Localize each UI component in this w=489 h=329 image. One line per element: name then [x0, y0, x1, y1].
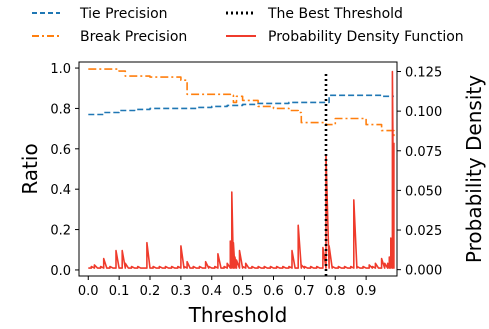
x-tick-label: 0.6	[263, 284, 284, 299]
x-tick-label: 0.9	[356, 284, 377, 299]
x-tick-label: 0.0	[78, 284, 99, 299]
y-tick-label: 0.0	[50, 264, 71, 279]
legend-label-pdf: Probability Density Function	[268, 29, 464, 45]
y-axis-label: Ratio	[18, 143, 42, 194]
y2-tick-label: 0.075	[405, 145, 442, 160]
y-tick-label: 0.2	[50, 224, 71, 239]
x-tick-label: 0.2	[140, 284, 161, 299]
pdf-line	[88, 70, 395, 269]
y2-tick-label: 0.000	[405, 264, 442, 279]
plot-frame	[78, 61, 398, 277]
y2-tick-label: 0.125	[405, 66, 442, 81]
legend-label-break-precision: Break Precision	[80, 29, 187, 45]
break-precision-line	[88, 68, 395, 137]
x-tick-label: 0.8	[325, 284, 346, 299]
y2-tick-label: 0.050	[405, 184, 442, 199]
x-tick-label: 0.5	[232, 284, 253, 299]
y-axis-ticks: 0.0 0.2 0.4 0.6 0.8 1.0	[50, 62, 79, 279]
x-tick-label: 0.4	[201, 284, 222, 299]
data-layer	[88, 68, 395, 276]
legend-label-best-threshold: The Best Threshold	[267, 6, 403, 22]
x-tick-label: 0.3	[171, 284, 192, 299]
x-tick-label: 0.7	[294, 284, 315, 299]
y-tick-label: 0.4	[50, 183, 71, 198]
legend-label-tie-precision: Tie Precision	[79, 6, 168, 22]
y-tick-label: 1.0	[50, 62, 71, 77]
y2-axis-label: Probability Density	[462, 75, 486, 263]
y2-axis-ticks: 0.000 0.025 0.050 0.075 0.100 0.125	[397, 66, 442, 279]
x-axis-ticks: 0.0 0.1 0.2 0.3 0.4 0.5 0.6 0.7 0.8 0.9	[78, 276, 377, 299]
y2-tick-label: 0.100	[405, 105, 442, 120]
x-axis-label: Threshold	[188, 303, 288, 327]
y-tick-label: 0.8	[50, 102, 71, 117]
y2-tick-label: 0.025	[405, 224, 442, 239]
x-tick-label: 0.1	[109, 284, 130, 299]
tie-precision-line	[88, 94, 394, 116]
y-tick-label: 0.6	[50, 143, 71, 158]
legend: Tie Precision The Best Threshold Break P…	[32, 6, 464, 45]
